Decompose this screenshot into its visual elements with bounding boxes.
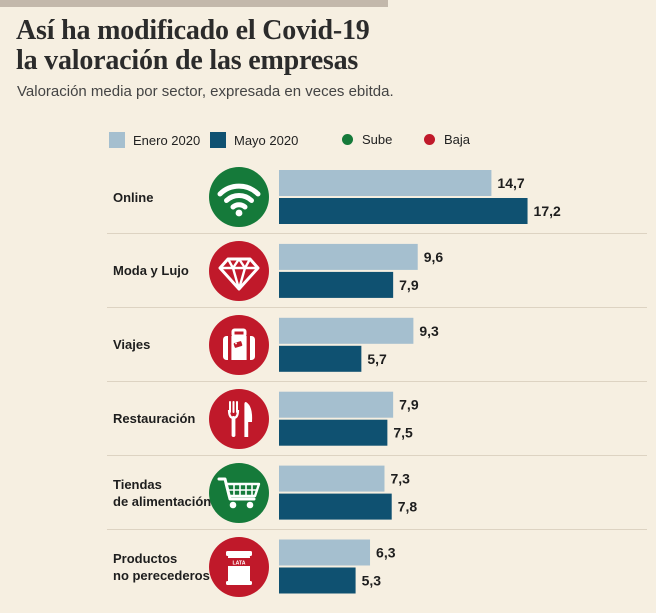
data-label: 7,5 [393,425,413,441]
chart-legend: Enero 2020 Mayo 2020 Sube Baja [109,132,549,150]
bar-enero [279,317,414,344]
bar-mayo [279,493,392,520]
data-label: 7,3 [390,471,410,487]
bars-svg: 14,7 17,2 9,6 7,9 9,3 5,7 7,9 7,5 7,3 7,8 6,3 5,3 [279,170,561,594]
bar-mayo [279,271,394,298]
row-separator [107,454,647,456]
category-label: Restauración [113,410,195,427]
legend-label-enero: Enero 2020 [133,132,201,148]
data-label: 9,6 [424,249,444,265]
chart-title: Así ha modificado el Covid-19 la valorac… [16,16,370,76]
data-label: 5,7 [367,351,387,367]
category-label-line: Viajes [113,337,151,353]
category-label-line: no perecederos [113,567,210,583]
data-label: 7,9 [399,277,419,293]
legend-item-enero: Enero 2020 [109,132,200,148]
category-label-line: Tiendas [113,476,162,492]
suitcase-icon [209,314,269,375]
row-separator [107,528,647,530]
diamond-icon [209,240,269,301]
cutlery-icon [209,388,269,449]
chart-subtitle: Valoración media por sector, expresada e… [17,83,394,100]
row-separator [107,233,647,234]
data-label: 6,3 [376,545,396,561]
top-accent-bar [0,0,388,7]
legend-swatch-enero [109,132,125,148]
legend-label-baja: Baja [444,132,471,147]
bar-enero [279,243,418,270]
row-separator [107,306,647,308]
category-label: Productos no perecederos [113,550,210,584]
data-label: 7,9 [399,397,419,413]
category-label-line: Productos [113,550,178,566]
legend-dot-sube [342,134,353,145]
bar-mayo [279,345,362,372]
bar-chart: 14,7 17,2 9,6 7,9 9,3 5,7 7,9 7,5 7,3 7,8 6,3 5,3 On… [0,160,656,613]
legend-swatch-mayo [210,132,226,148]
bar-mayo [279,419,388,446]
legend-label-mayo: Mayo 2020 [234,132,299,148]
bar-mayo [279,198,528,224]
data-label: 17,2 [534,203,561,219]
legend-item-sube: Sube [342,132,392,147]
title-line-2: la valoración de las empresas [16,45,359,76]
wifi-icon [209,167,269,227]
bar-enero [279,391,394,418]
data-label: 5,3 [362,573,382,589]
legend-item-baja: Baja [424,132,470,147]
data-label: 7,8 [398,499,418,515]
data-label: 14,7 [497,175,524,191]
row-separator [107,380,647,382]
bar-mayo [279,567,356,594]
category-label: Tiendas de alimentación [113,476,211,510]
legend-label-sube: Sube [362,132,393,147]
legend-dot-baja [424,134,435,145]
bar-enero [279,539,371,566]
category-label-line: Moda y Lujo [113,263,189,279]
bar-enero [279,465,385,492]
can-label: LATA [232,560,245,566]
title-line-1: Así ha modificado el Covid-19 [16,15,370,46]
cart-icon [209,462,269,523]
category-label: Viajes [113,336,150,353]
legend-item-mayo: Mayo 2020 [210,132,298,148]
category-label-line: Restauración [113,411,196,427]
category-label: Moda y Lujo [113,262,189,279]
data-label: 9,3 [419,323,439,339]
category-label: Online [113,189,153,206]
category-label-line: Online [113,189,154,205]
can-icon: LATA [209,536,269,597]
bar-enero [279,170,492,196]
category-label-line: de alimentación [113,493,212,509]
